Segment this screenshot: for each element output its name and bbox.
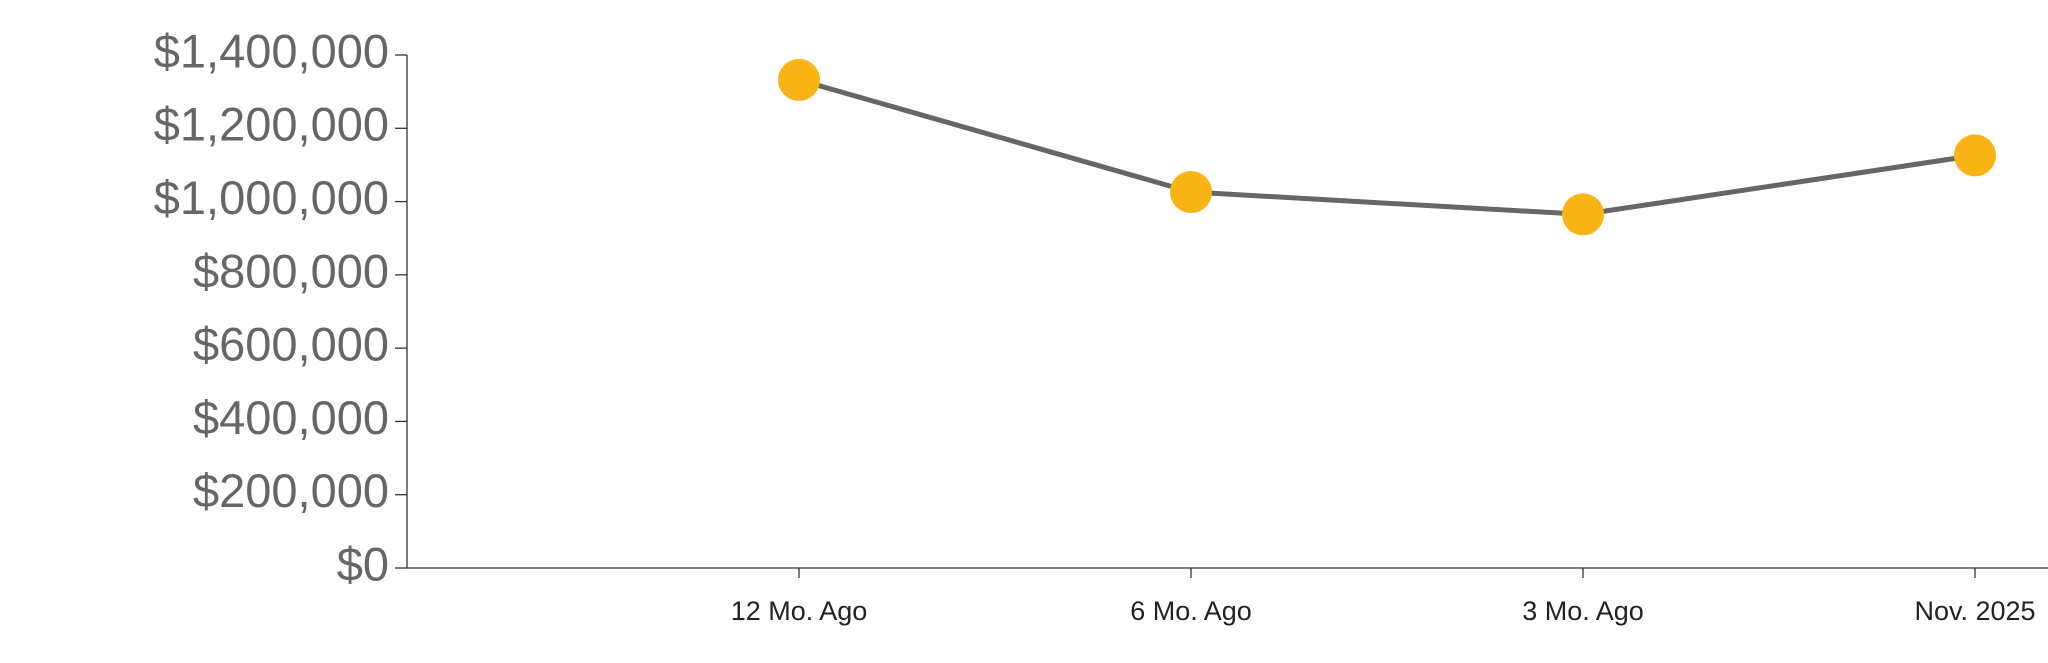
- point: [1170, 171, 1212, 214]
- x-tick-label: 12 Mo. Ago: [731, 596, 868, 626]
- y-tick-label: $1,000,000: [154, 171, 389, 224]
- y-tick-label: $0: [337, 537, 389, 590]
- y-tick-label: $400,000: [193, 391, 389, 444]
- x-tick-label: Nov. 2025: [1914, 596, 2035, 626]
- x-tick-label: 6 Mo. Ago: [1130, 596, 1252, 626]
- point: [1954, 134, 1996, 177]
- point: [1562, 193, 1604, 236]
- point: [778, 58, 820, 101]
- y-tick-label: $1,400,000: [154, 24, 389, 77]
- y-tick-label: $1,200,000: [154, 98, 389, 151]
- line: [798, 77, 1976, 217]
- y-tick-label: $800,000: [193, 244, 389, 297]
- y-tick-label: $200,000: [193, 464, 389, 517]
- y-tick-label: $600,000: [193, 318, 389, 371]
- x-tick-label: 3 Mo. Ago: [1522, 596, 1644, 626]
